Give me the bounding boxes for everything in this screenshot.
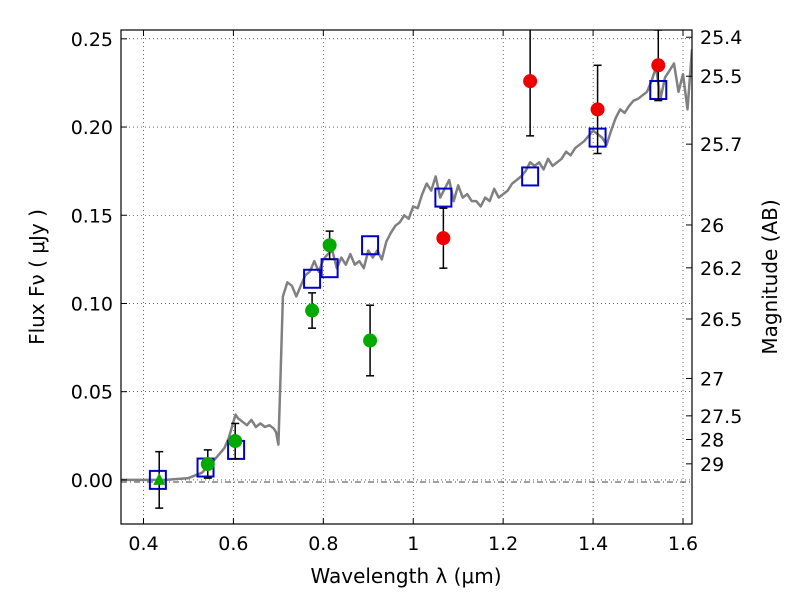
x-tick-label: 1.6 bbox=[668, 533, 698, 555]
optical-detections-marker bbox=[228, 434, 243, 449]
optical-detections-marker bbox=[322, 238, 337, 253]
x-tick-label: 1.2 bbox=[488, 533, 518, 555]
model-photometry-square bbox=[148, 469, 167, 490]
model-photometry-square bbox=[361, 235, 380, 256]
magnitude-tick-label: 25.7 bbox=[700, 134, 742, 156]
magnitude-axis-title: Magnitude (AB) bbox=[758, 199, 782, 354]
y-tick-label: 0.10 bbox=[71, 293, 113, 315]
model-spectrum-line bbox=[121, 49, 692, 482]
x-tick-label: 1.4 bbox=[578, 533, 608, 555]
plot-frame bbox=[120, 29, 693, 525]
x-tick-label: 1 bbox=[407, 533, 419, 555]
magnitude-tick-label: 25.4 bbox=[700, 27, 742, 49]
y-tick-label: 0.00 bbox=[71, 470, 113, 492]
model-photometry-square bbox=[434, 187, 453, 208]
y-tick-label: 0.15 bbox=[71, 205, 113, 227]
magnitude-tick-label: 28 bbox=[700, 429, 724, 451]
magnitude-tick-label: 26.5 bbox=[700, 309, 742, 331]
x-tick-label: 0.6 bbox=[218, 533, 248, 555]
optical-detections-marker bbox=[305, 303, 320, 318]
magnitude-tick-label: 25.5 bbox=[700, 66, 742, 88]
nir-detections-marker bbox=[523, 74, 538, 89]
axes: 0.4 0.6 0.8 1 1.2 1.4 1.6 0.00 0.05 0.10 0.15 0.20 0… bbox=[71, 27, 743, 555]
magnitude-tick-label: 27 bbox=[700, 368, 724, 390]
magnitude-tick-label: 27.5 bbox=[700, 406, 742, 428]
optical-detections-marker bbox=[363, 333, 378, 348]
optical-upper-limit-marker bbox=[153, 472, 166, 485]
magnitude-tick-label: 29 bbox=[700, 454, 724, 476]
model-photometry-square bbox=[303, 268, 322, 289]
x-axis-title: Wavelength λ (μm) bbox=[310, 564, 501, 588]
optical-detections-marker bbox=[200, 457, 215, 472]
x-tick-label: 0.8 bbox=[308, 533, 338, 555]
x-tick-label: 0.4 bbox=[128, 533, 158, 555]
plot-area bbox=[121, 30, 692, 509]
y-tick-label: 0.20 bbox=[71, 117, 113, 139]
y-tick-label: 0.05 bbox=[71, 382, 113, 404]
nir-detections-marker bbox=[651, 58, 666, 73]
y-axis-title: Flux Fν ( μJy ) bbox=[25, 209, 49, 345]
magnitude-tick-label: 26 bbox=[700, 215, 724, 237]
magnitude-tick-label: 26.2 bbox=[700, 258, 742, 280]
y-tick-label: 0.25 bbox=[71, 29, 113, 51]
model-photometry-square bbox=[521, 166, 540, 187]
nir-detections-marker bbox=[436, 231, 451, 246]
nir-detections-marker bbox=[590, 102, 605, 117]
